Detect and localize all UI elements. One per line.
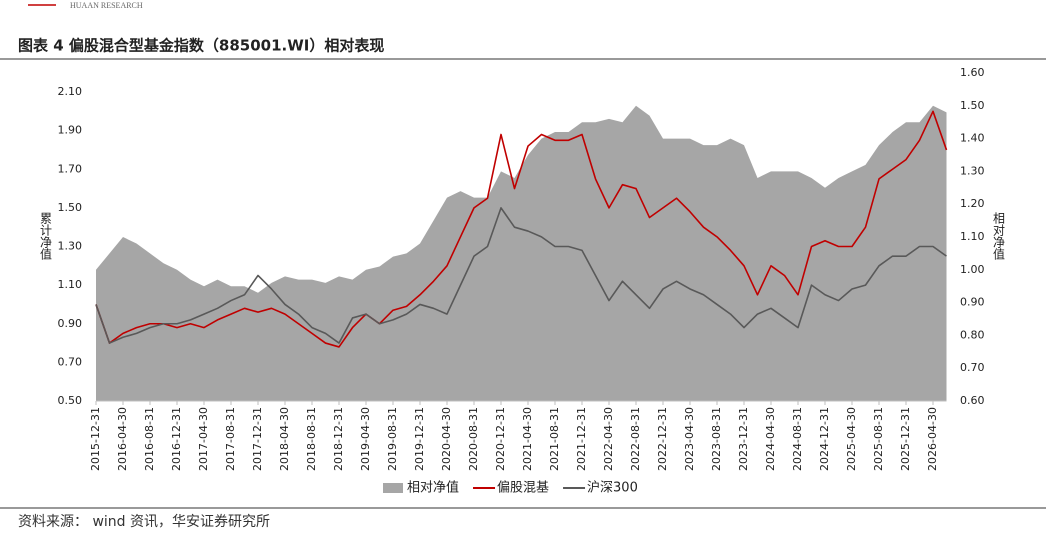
y-tick-label: 0.70 — [58, 355, 83, 368]
x-tick-label: 2015-12-31 — [89, 407, 102, 471]
x-tick-label: 2017-08-31 — [224, 407, 237, 471]
y2-tick-label: 0.70 — [960, 361, 985, 374]
y2-tick-label: 0.90 — [960, 296, 985, 309]
x-tick-label: 2021-12-31 — [575, 407, 588, 471]
y2-tick-label: 1.40 — [960, 132, 985, 145]
x-tick-label: 2022-12-31 — [656, 407, 669, 471]
y-axis-title: 累计净值 — [39, 212, 53, 261]
x-tick-label: 2024-04-30 — [764, 407, 777, 471]
x-tick-label: 2025-08-31 — [872, 407, 885, 471]
x-tick-label: 2025-12-31 — [899, 407, 912, 471]
y2-axis-title: 相对净值 — [992, 212, 1006, 261]
y2-tick-label: 1.60 — [960, 66, 985, 79]
y-tick-label: 1.70 — [58, 162, 83, 175]
x-tick-label: 2026-04-30 — [926, 407, 939, 471]
line — [95, 110, 948, 348]
x-tick-label: 2018-08-31 — [305, 407, 318, 471]
x-tick-label: 2018-12-31 — [332, 407, 345, 471]
x-tick-label: 2017-12-31 — [251, 407, 264, 471]
source: 资料来源： wind 资讯，华安证券研究所 — [18, 514, 270, 530]
y2-tick-label: 0.80 — [960, 328, 985, 341]
plot: 0.50 0.70 0.90 1.10 1.30 1.50 1.70 1.90 2.10 0.60… — [58, 66, 985, 496]
area — [96, 105, 947, 402]
y-tick-label: 2.10 — [58, 85, 83, 98]
x-tick-label: 2024-08-31 — [791, 407, 804, 471]
x-tick-label: 2023-08-31 — [710, 407, 723, 471]
chart-title: 图表 4 偏股混合型基金指数（885001.WI）相对表现 — [18, 37, 384, 55]
line — [95, 207, 947, 344]
y2-tick-label: 1.00 — [960, 263, 985, 276]
y-tick-label: 1.10 — [58, 278, 83, 291]
x-tick-label: 2019-04-30 — [359, 407, 372, 471]
x-tick-label: 2017-04-30 — [197, 407, 210, 471]
x-tick-label: 2021-08-31 — [548, 407, 561, 471]
x-tick-label: 2023-12-31 — [737, 407, 750, 471]
legend-label: 相对净值 — [407, 480, 459, 496]
brand: HUAAN RESEARCH — [70, 1, 143, 10]
y2-tick-label: 1.20 — [960, 197, 985, 210]
x-tick-label: 2022-08-31 — [629, 407, 642, 471]
y-tick-label: 1.90 — [58, 124, 83, 137]
legend-label: 沪深300 — [587, 480, 638, 496]
legend-swatch — [383, 483, 403, 493]
x-tick-label: 2016-08-31 — [143, 407, 156, 471]
legend-label: 偏股混基 — [497, 481, 549, 496]
x-tick-label: 2022-04-30 — [602, 407, 615, 471]
x-tick-label: 2024-12-31 — [818, 407, 831, 471]
x-tick-label: 2020-08-31 — [467, 407, 480, 471]
x-tick-label: 2019-08-31 — [386, 407, 399, 471]
y2-tick-label: 1.30 — [960, 164, 985, 177]
x-tick-label: 2016-12-31 — [170, 407, 183, 471]
y2-tick-label: 1.50 — [960, 99, 985, 112]
y-tick-label: 0.50 — [58, 394, 83, 407]
y-tick-label: 1.30 — [58, 240, 83, 253]
y-tick-label: 1.50 — [58, 201, 83, 214]
x-tick-label: 2021-04-30 — [521, 407, 534, 471]
x-tick-label: 2025-04-30 — [845, 407, 858, 471]
x-tick-label: 2020-04-30 — [440, 407, 453, 471]
y2-tick-label: 1.10 — [960, 230, 985, 243]
y-tick-label: 0.90 — [58, 317, 83, 330]
y2-tick-label: 0.60 — [960, 394, 985, 407]
x-tick-label: 2016-04-30 — [116, 407, 129, 471]
x-tick-label: 2023-04-30 — [683, 407, 696, 471]
x-tick-label: 2019-12-31 — [413, 407, 426, 471]
x-tick-label: 2020-12-31 — [494, 407, 507, 471]
x-tick-label: 2018-04-30 — [278, 407, 291, 471]
